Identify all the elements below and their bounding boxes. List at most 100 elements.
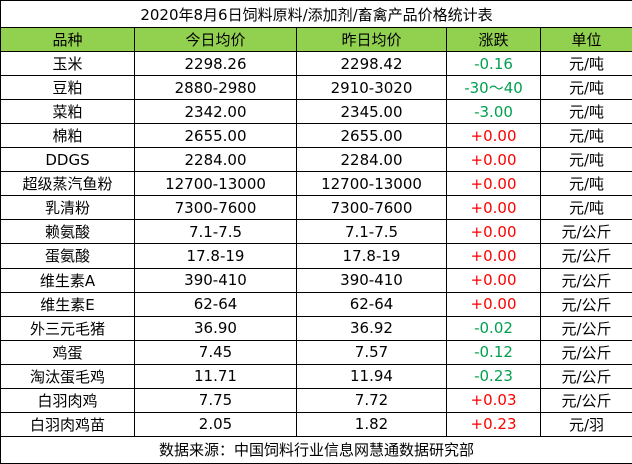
cell: 元/公斤	[539, 387, 632, 413]
change-cell: +0.00	[446, 267, 541, 293]
cell: 12700-13000	[134, 171, 297, 197]
item-name: 菜粕	[0, 99, 135, 125]
cell: 62-64	[296, 291, 447, 317]
cell: 元/公斤	[539, 243, 632, 269]
change-cell: +0.00	[446, 123, 541, 149]
change-cell: -0.16	[446, 51, 541, 77]
change-cell: -3.00	[446, 99, 541, 125]
header-cell: 昨日均价	[296, 27, 447, 53]
data-row: 菜粕 2342.00 2345.00 -3.00 元/吨	[0, 99, 632, 125]
cell: 7.72	[296, 387, 447, 413]
cell: 17.8-19	[296, 243, 447, 269]
cell: 2910-3020	[296, 75, 447, 101]
data-row: 赖氨酸 7.1-7.5 7.1-7.5 +0.00 元/公斤	[0, 219, 632, 245]
data-row: 蛋氨酸 17.8-19 17.8-19 +0.00 元/公斤	[0, 243, 632, 269]
data-row: DDGS 2284.00 2284.00 +0.00 元/吨	[0, 147, 632, 173]
data-row: 棉粕 2655.00 2655.00 +0.00 元/吨	[0, 123, 632, 149]
item-name: 淘汰蛋毛鸡	[0, 363, 135, 389]
item-name: 棉粕	[0, 123, 135, 149]
change-cell: +0.00	[446, 291, 541, 317]
item-name: 维生素E	[0, 291, 135, 317]
cell: 2345.00	[296, 99, 447, 125]
data-row: 乳清粉 7300-7600 7300-7600 +0.00 元/吨	[0, 195, 632, 221]
cell: 元/公斤	[539, 267, 632, 293]
cell: 2284.00	[296, 147, 447, 173]
cell: 17.8-19	[134, 243, 297, 269]
table-title: 2020年8月6日饲料原料/添加剂/畜禽产品价格统计表	[0, 0, 632, 29]
table-footer: 数据来源：中国饲料行业信息网慧通数据研究部	[0, 435, 632, 464]
cell: 7.1-7.5	[296, 219, 447, 245]
item-name: 玉米	[0, 51, 135, 77]
cell: 2298.42	[296, 51, 447, 77]
cell: 元/吨	[539, 75, 632, 101]
cell: 7.45	[134, 339, 297, 365]
cell: 36.90	[134, 315, 297, 341]
cell: 1.82	[296, 411, 447, 437]
cell: 7.1-7.5	[134, 219, 297, 245]
cell: 元/吨	[539, 171, 632, 197]
item-name: DDGS	[0, 147, 135, 173]
item-name: 维生素A	[0, 267, 135, 293]
data-row: 玉米 2298.26 2298.42 -0.16 元/吨	[0, 51, 632, 77]
change-cell: -0.23	[446, 363, 541, 389]
cell: 元/吨	[539, 99, 632, 125]
item-name: 白羽肉鸡苗	[0, 411, 135, 437]
data-row: 外三元毛猪 36.90 36.92 -0.02 元/公斤	[0, 315, 632, 341]
item-name: 超级蒸汽鱼粉	[0, 171, 135, 197]
cell: 元/吨	[539, 147, 632, 173]
cell: 元/吨	[539, 123, 632, 149]
cell: 元/公斤	[539, 363, 632, 389]
change-cell: +0.00	[446, 243, 541, 269]
cell: 7300-7600	[134, 195, 297, 221]
cell: 11.71	[134, 363, 297, 389]
cell: 元/公斤	[539, 219, 632, 245]
item-name: 赖氨酸	[0, 219, 135, 245]
footer-row: 数据来源：中国饲料行业信息网慧通数据研究部	[0, 435, 632, 464]
cell: 元/公斤	[539, 315, 632, 341]
header-cell: 今日均价	[134, 27, 297, 53]
cell: 2655.00	[296, 123, 447, 149]
cell: 36.92	[296, 315, 447, 341]
data-row: 鸡蛋 7.45 7.57 -0.12 元/公斤	[0, 339, 632, 365]
data-row: 维生素A 390-410 390-410 +0.00 元/公斤	[0, 267, 632, 293]
item-name: 外三元毛猪	[0, 315, 135, 341]
cell: 7.75	[134, 387, 297, 413]
cell: 2.05	[134, 411, 297, 437]
cell: 2298.26	[134, 51, 297, 77]
cell: 元/吨	[539, 195, 632, 221]
item-name: 鸡蛋	[0, 339, 135, 365]
change-cell: -30～40	[446, 75, 541, 101]
cell: 元/公斤	[539, 339, 632, 365]
cell: 7300-7600	[296, 195, 447, 221]
cell: 2880-2980	[134, 75, 297, 101]
change-cell: +0.00	[446, 195, 541, 221]
item-name: 蛋氨酸	[0, 243, 135, 269]
header-row: 品种 今日均价 昨日均价 涨跌 单位	[0, 27, 632, 53]
cell: 2342.00	[134, 99, 297, 125]
data-row: 超级蒸汽鱼粉 12700-13000 12700-13000 +0.00 元/吨	[0, 171, 632, 197]
header-cell: 涨跌	[446, 27, 541, 53]
change-cell: +0.23	[446, 411, 541, 437]
header-cell: 单位	[539, 27, 632, 53]
header-cell: 品种	[0, 27, 135, 53]
cell: 2284.00	[134, 147, 297, 173]
change-cell: -0.12	[446, 339, 541, 365]
item-name: 乳清粉	[0, 195, 135, 221]
cell: 元/羽	[539, 411, 632, 437]
item-name: 豆粕	[0, 75, 135, 101]
change-cell: +0.03	[446, 387, 541, 413]
cell: 390-410	[134, 267, 297, 293]
data-row: 淘汰蛋毛鸡 11.71 11.94 -0.23 元/公斤	[0, 363, 632, 389]
cell: 11.94	[296, 363, 447, 389]
item-name: 白羽肉鸡	[0, 387, 135, 413]
cell: 元/吨	[539, 51, 632, 77]
change-cell: +0.00	[446, 219, 541, 245]
cell: 2655.00	[134, 123, 297, 149]
cell: 7.57	[296, 339, 447, 365]
cell: 12700-13000	[296, 171, 447, 197]
cell: 62-64	[134, 291, 297, 317]
data-row: 白羽肉鸡苗 2.05 1.82 +0.23 元/羽	[0, 411, 632, 437]
